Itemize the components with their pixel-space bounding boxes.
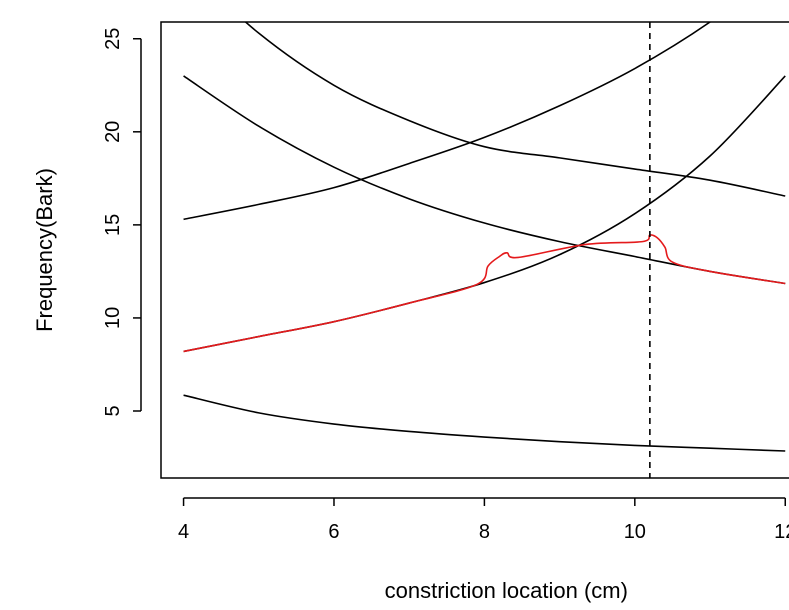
x-tick-label: 4 <box>178 521 189 543</box>
x-axis-title: constriction location (cm) <box>385 578 628 603</box>
series-line-1 <box>183 394 786 452</box>
y-axis-title: Frequency(Bark) <box>32 168 57 332</box>
x-tick-label: 8 <box>479 521 490 543</box>
x-tick-label: 6 <box>328 521 339 543</box>
series-line-4 <box>183 75 786 285</box>
red-series-line-6 <box>183 234 786 353</box>
x-axis: 4 6 8 10 12 <box>178 497 789 543</box>
y-tick-label: 15 <box>102 214 124 236</box>
series-line-5 <box>244 22 786 197</box>
x-tick-label: 10 <box>624 521 646 543</box>
series-line-2 <box>183 75 786 353</box>
y-axis: 5 10 15 20 25 <box>102 28 142 417</box>
y-tick-label: 25 <box>102 28 124 50</box>
series-line-3 <box>183 22 712 221</box>
y-tick-label: 10 <box>102 307 124 329</box>
plot-frame <box>160 21 789 479</box>
plot-area <box>183 22 786 478</box>
x-tick-label: 12 <box>774 521 789 543</box>
y-tick-label: 20 <box>102 121 124 143</box>
y-tick-label: 5 <box>102 405 124 416</box>
